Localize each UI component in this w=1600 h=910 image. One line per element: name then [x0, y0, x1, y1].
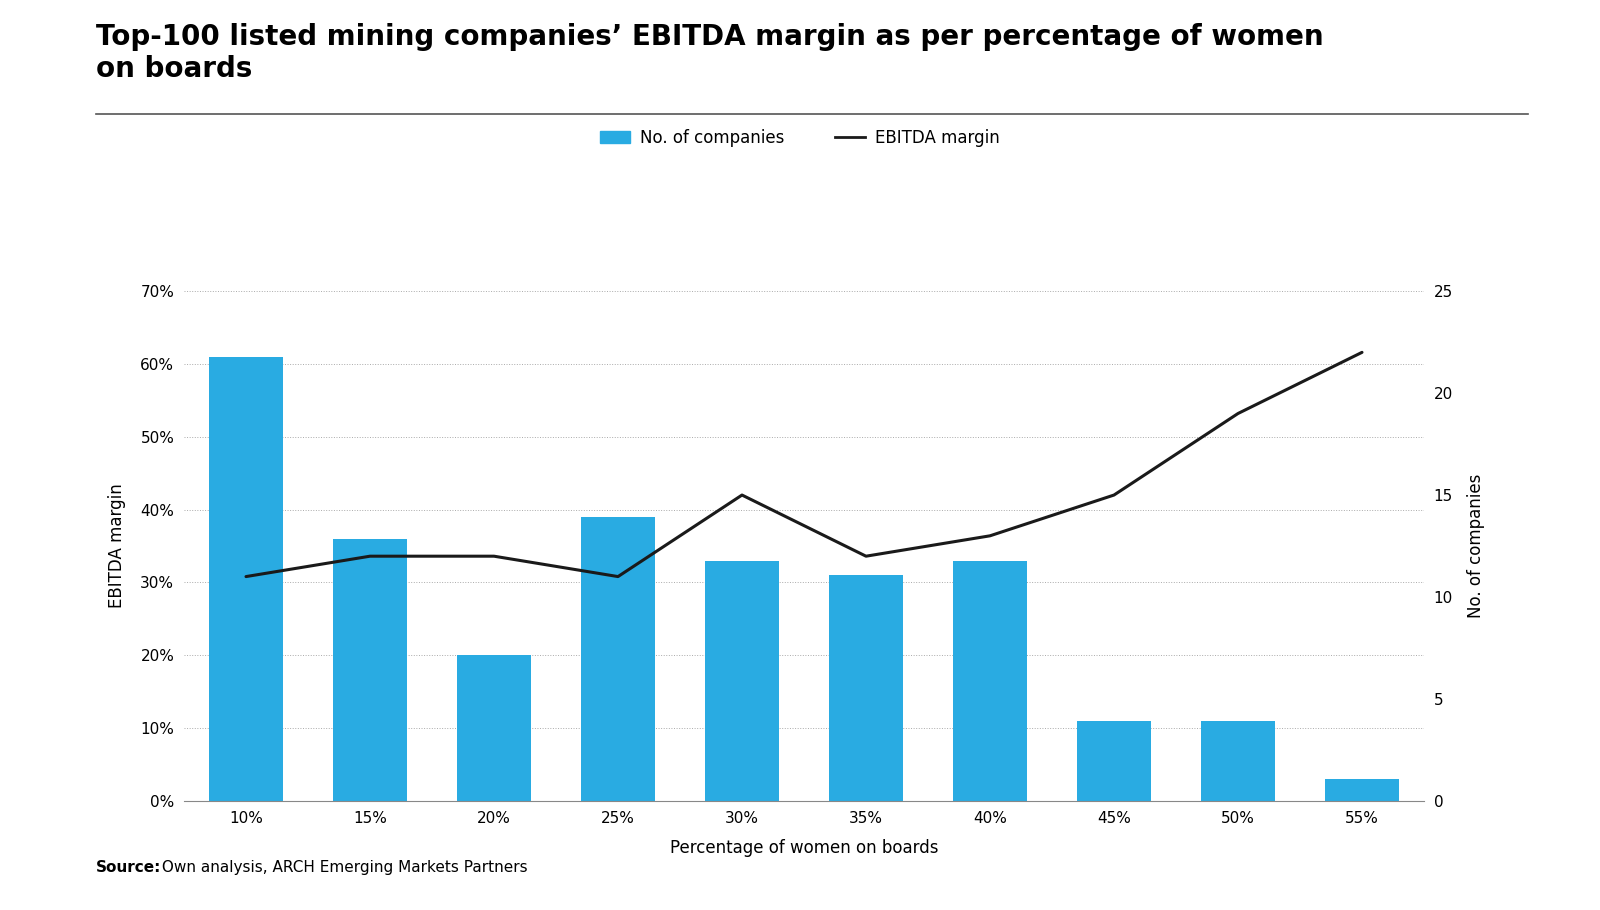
Bar	[333, 539, 406, 801]
Bar	[829, 575, 902, 801]
Bar	[704, 561, 779, 801]
Text: Own analysis, ARCH Emerging Markets Partners: Own analysis, ARCH Emerging Markets Part…	[157, 861, 528, 875]
X-axis label: Percentage of women on boards: Percentage of women on boards	[670, 839, 938, 857]
Bar	[1202, 721, 1275, 801]
Bar	[954, 561, 1027, 801]
Bar	[208, 357, 283, 801]
Bar	[1077, 721, 1152, 801]
Y-axis label: EBITDA margin: EBITDA margin	[109, 483, 126, 609]
Bar	[1325, 779, 1398, 801]
Y-axis label: No. of companies: No. of companies	[1467, 474, 1485, 618]
Legend: No. of companies, EBITDA margin: No. of companies, EBITDA margin	[594, 122, 1006, 154]
Text: Source:: Source:	[96, 861, 162, 875]
Text: on boards: on boards	[96, 55, 253, 83]
Bar	[458, 655, 531, 801]
Bar	[581, 517, 656, 801]
Text: Top-100 listed mining companies’ EBITDA margin as per percentage of women: Top-100 listed mining companies’ EBITDA …	[96, 23, 1323, 51]
